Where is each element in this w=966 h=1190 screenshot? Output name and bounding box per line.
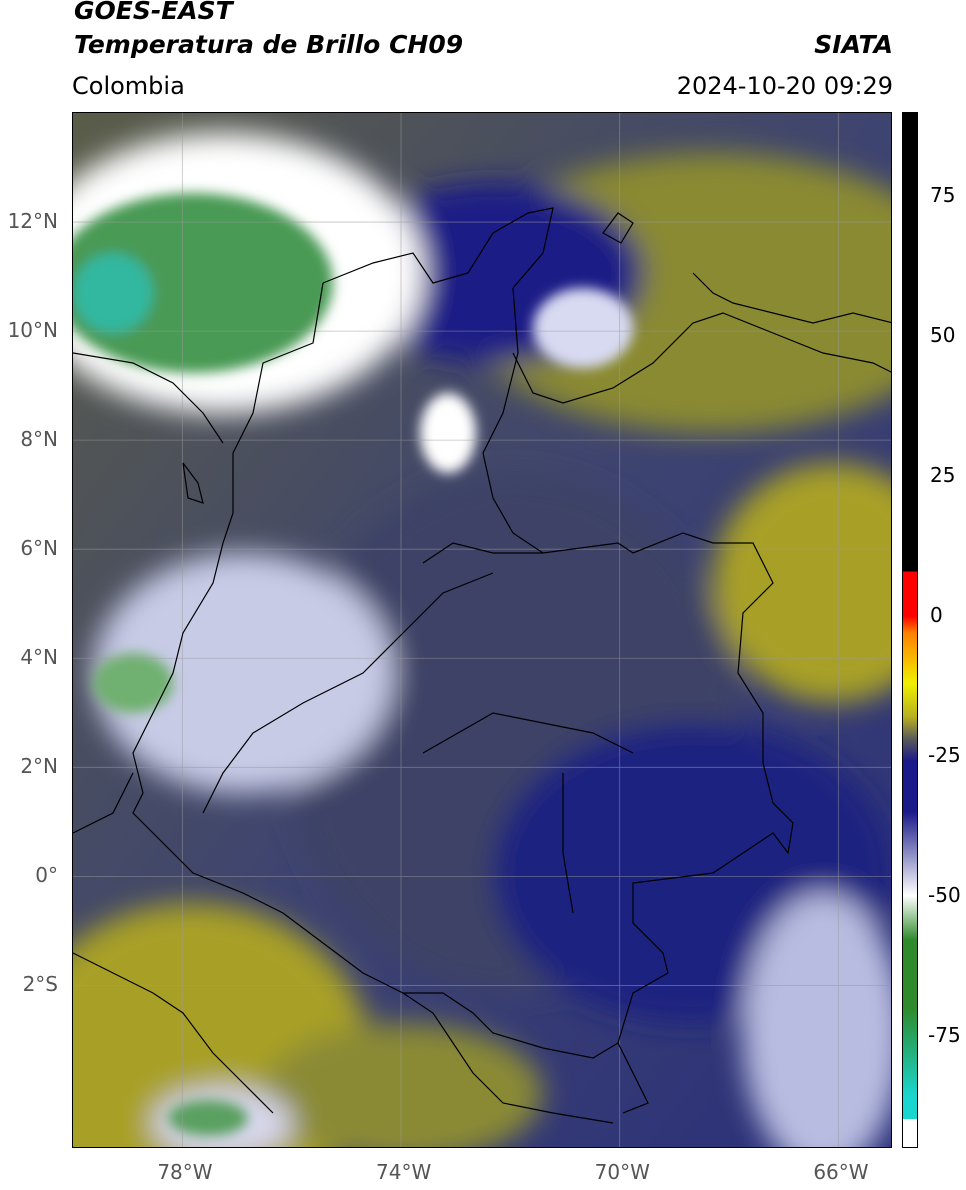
coastlines-and-borders [73,207,891,1124]
border-line [322,207,794,1114]
colorbar-tick-label: 75 [930,183,956,207]
moisture-region [93,653,173,713]
colorbar-tick-label: -50 [928,883,961,907]
moisture-region [713,463,891,703]
colorbar-tick-label: -25 [928,743,961,767]
lat-tick-label: 6°N [20,536,58,561]
timestamp-label: 2024-10-20 09:29 [676,72,893,100]
border-line [562,773,574,914]
moisture-region [93,553,393,793]
colorbar [902,112,918,1148]
lat-tick-label: 8°N [20,427,58,452]
lat-tick-label: 2°N [20,754,58,779]
border-line [402,992,614,1124]
lat-tick-label: 10°N [7,318,58,343]
map-canvas [73,113,891,1147]
agency-label: SIATA [814,30,893,59]
colorbar-tick-label: -75 [928,1023,961,1047]
border-line [602,212,634,244]
lat-tick-label: 0° [35,863,58,888]
cold-cloud-tops [73,193,633,1136]
border-line [73,352,224,444]
lat-tick-label: 4°N [20,645,58,670]
moisture-region [533,288,633,368]
lon-tick-label: 78°W [157,1160,213,1184]
border-line [132,282,619,1059]
border-line [692,272,891,324]
border-line [182,462,204,504]
moisture-region [743,893,891,1147]
border-line [202,572,494,814]
border-line [422,712,634,754]
product-title: Temperatura de Brillo CH09 [74,30,464,59]
border-line [73,772,134,834]
satellite-title: GOES-EAST [74,0,233,25]
lat-tick-label: 12°N [7,209,58,234]
lat-tick-label: 2°S [22,972,58,997]
lon-tick-label: 70°W [594,1160,650,1184]
gridlines [73,113,891,1147]
cloud-field [73,133,891,1147]
colorbar-tick-label: 50 [930,323,956,347]
satellite-map[interactable] [72,112,892,1148]
moisture-region [73,193,333,373]
border-line [512,312,891,404]
moisture-region [263,1023,543,1147]
lon-tick-label: 74°W [376,1160,432,1184]
region-label: Colombia [72,72,185,100]
colorbar-tick-label: 25 [930,463,956,487]
moisture-region [73,253,153,333]
moisture-region [420,393,476,473]
border-line [73,952,274,1114]
moisture-region [168,1100,248,1136]
border-line [422,542,543,564]
colorbar-tick-label: 0 [930,603,943,627]
lon-tick-label: 66°W [813,1160,869,1184]
